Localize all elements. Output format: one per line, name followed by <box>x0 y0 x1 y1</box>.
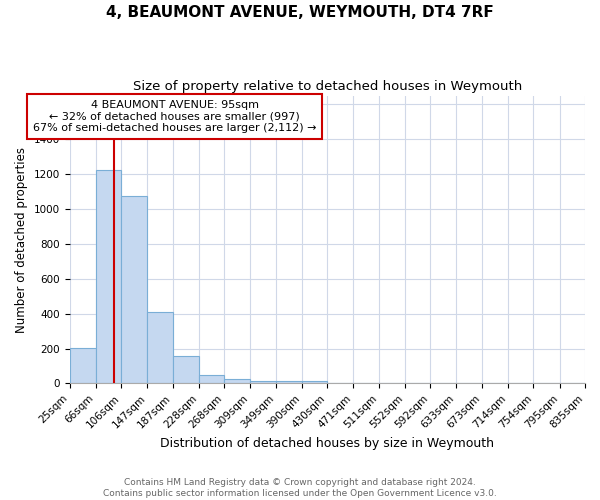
Bar <box>147 312 173 384</box>
Title: Size of property relative to detached houses in Weymouth: Size of property relative to detached ho… <box>133 80 522 93</box>
X-axis label: Distribution of detached houses by size in Weymouth: Distribution of detached houses by size … <box>160 437 494 450</box>
Text: 4, BEAUMONT AVENUE, WEYMOUTH, DT4 7RF: 4, BEAUMONT AVENUE, WEYMOUTH, DT4 7RF <box>106 5 494 20</box>
Bar <box>302 381 327 384</box>
Y-axis label: Number of detached properties: Number of detached properties <box>15 146 28 332</box>
Bar <box>70 348 95 384</box>
Bar <box>95 170 121 384</box>
Bar <box>224 379 250 384</box>
Text: Contains HM Land Registry data © Crown copyright and database right 2024.
Contai: Contains HM Land Registry data © Crown c… <box>103 478 497 498</box>
Bar <box>276 381 302 384</box>
Text: 4 BEAUMONT AVENUE: 95sqm
← 32% of detached houses are smaller (997)
67% of semi-: 4 BEAUMONT AVENUE: 95sqm ← 32% of detach… <box>33 100 316 133</box>
Bar <box>173 356 199 384</box>
Bar <box>250 381 276 384</box>
Bar <box>199 375 224 384</box>
Bar <box>121 196 147 384</box>
